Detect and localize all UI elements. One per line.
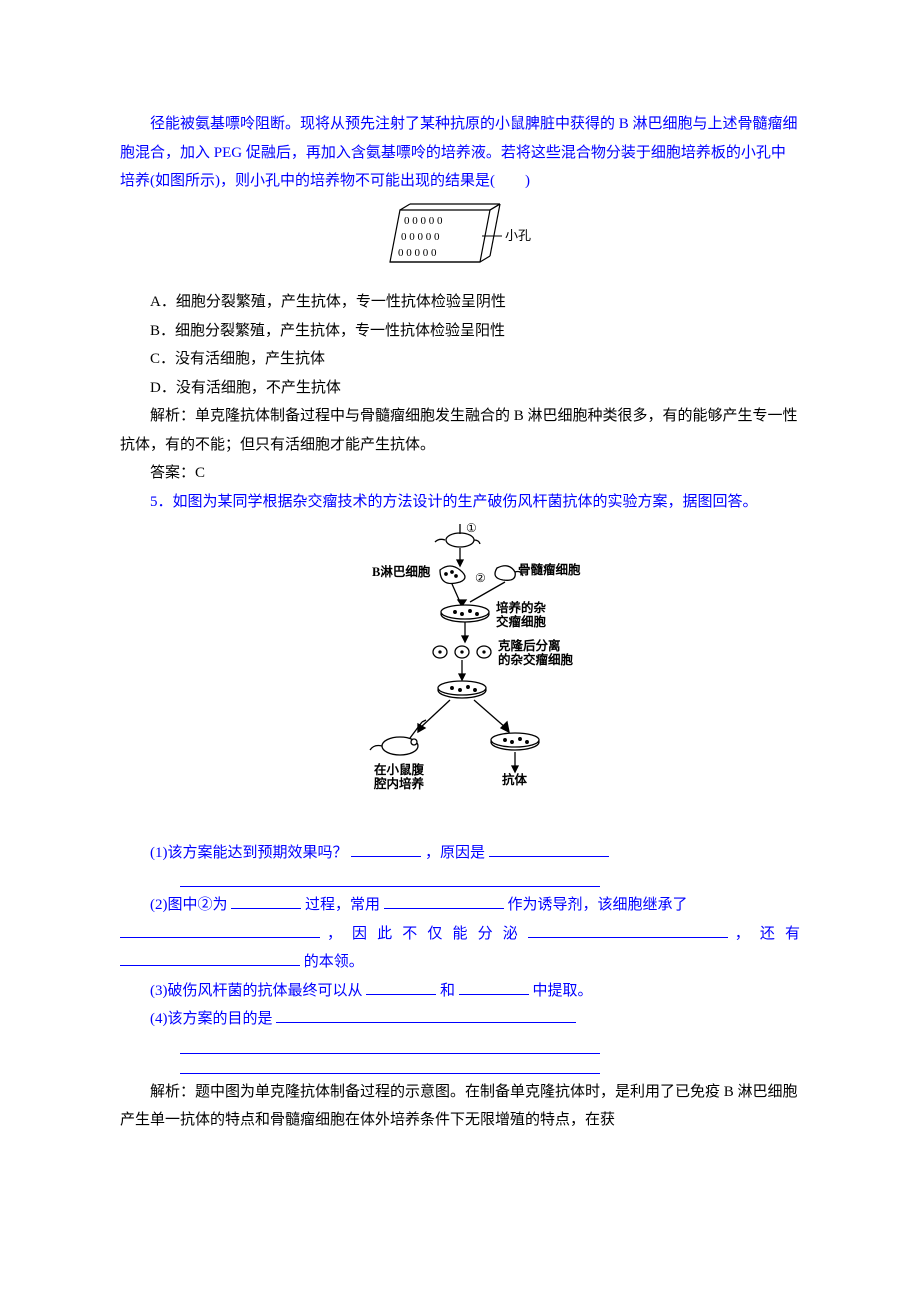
option-b: B．细胞分裂繁殖，产生抗体，专一性抗体检验呈阳性 <box>120 317 800 346</box>
svg-text:②: ② <box>475 571 486 585</box>
q5-2-line2: ， 因 此 不 仅 能 分 泌 ， 还 有 <box>120 920 800 949</box>
blank <box>351 841 421 857</box>
blank <box>276 1007 576 1023</box>
blank <box>366 979 436 995</box>
q5-1a: (1)该方案能达到预期效果吗？ <box>150 845 348 861</box>
q5-stem: 5．如图为某同学根据杂交瘤技术的方法设计的生产破伤风杆菌抗体的实验方案，据图回答… <box>120 488 800 517</box>
svg-text:的杂交瘤细胞: 的杂交瘤细胞 <box>498 652 574 667</box>
answer-4: 答案：C <box>120 459 800 488</box>
svg-text:交瘤细胞: 交瘤细胞 <box>496 614 547 629</box>
blank <box>528 922 728 938</box>
svg-text:0 0 0 0 0: 0 0 0 0 0 <box>404 215 443 227</box>
blank <box>489 841 609 857</box>
plate-svg: 0 0 0 0 0 0 0 0 0 0 0 0 0 0 0 小孔 <box>370 202 550 272</box>
underline-row <box>180 1038 600 1054</box>
flow-svg: ① ② <box>310 522 610 822</box>
option-a: A．细胞分裂繁殖，产生抗体，专一性抗体检验呈阴性 <box>120 288 800 317</box>
q5-4a: (4)该方案的目的是 <box>150 1011 273 1027</box>
svg-text:抗体: 抗体 <box>502 772 528 787</box>
svg-text:0 0 0 0 0: 0 0 0 0 0 <box>398 247 437 259</box>
q5-2c: 作为诱导剂，该细胞继承了 <box>508 897 688 913</box>
intro-paragraph: 径能被氨基嘌呤阻断。现将从预先注射了某种抗原的小鼠脾脏中获得的 B 淋巴细胞与上… <box>120 110 800 196</box>
option-c: C．没有活细胞，产生抗体 <box>120 345 800 374</box>
analysis-4: 解析：单克隆抗体制备过程中与骨髓瘤细胞发生融合的 B 淋巴细胞种类很多，有的能够… <box>120 402 800 459</box>
svg-text:B淋巴细胞: B淋巴细胞 <box>372 564 431 579</box>
q5-2-line3: 的本领。 <box>120 948 800 977</box>
svg-text:克隆后分离: 克隆后分离 <box>498 638 561 653</box>
blank <box>120 950 300 966</box>
q5-2-line1: (2)图中②为 过程，常用 作为诱导剂，该细胞继承了 <box>120 891 800 920</box>
blank <box>459 979 529 995</box>
q5-4: (4)该方案的目的是 <box>120 1005 800 1034</box>
q5-3c: 中提取。 <box>533 983 593 999</box>
option-d: D．没有活细胞，不产生抗体 <box>120 374 800 403</box>
q5-2b: 过程，常用 <box>305 897 380 913</box>
svg-text:小孔: 小孔 <box>505 228 531 243</box>
underline-row <box>180 1058 600 1074</box>
q5-3: (3)破伤风杆菌的抗体最终可以从 和 中提取。 <box>120 977 800 1006</box>
svg-text:0 0 0 0 0: 0 0 0 0 0 <box>401 231 440 243</box>
blank <box>384 893 504 909</box>
q5-3b: 和 <box>440 983 455 999</box>
underline-row <box>180 871 600 887</box>
analysis-5: 解析：题中图为单克隆抗体制备过程的示意图。在制备单克隆抗体时，是利用了已免疫 B… <box>120 1078 800 1135</box>
blank <box>231 893 301 909</box>
svg-text:在小鼠腹: 在小鼠腹 <box>374 762 425 777</box>
svg-text:培养的杂: 培养的杂 <box>496 600 547 615</box>
q5-1: (1)该方案能达到预期效果吗？ ，原因是 <box>120 839 800 868</box>
q5-2e: ， 还 有 <box>735 926 800 942</box>
q5-1b: ，原因是 <box>425 845 485 861</box>
svg-text:腔内培养: 腔内培养 <box>373 776 425 791</box>
svg-text:①: ① <box>466 522 477 535</box>
q5-2d: ， 因 此 不 仅 能 分 泌 <box>327 926 521 942</box>
svg-text:骨髓瘤细胞: 骨髓瘤细胞 <box>518 562 581 577</box>
flow-figure: ① ② <box>120 522 800 833</box>
blank <box>120 922 320 938</box>
q5-2f: 的本领。 <box>304 954 364 970</box>
plate-figure: 0 0 0 0 0 0 0 0 0 0 0 0 0 0 0 小孔 <box>120 202 800 283</box>
q5-3a: (3)破伤风杆菌的抗体最终可以从 <box>150 983 363 999</box>
q5-2a: (2)图中②为 <box>150 897 228 913</box>
page: 径能被氨基嘌呤阻断。现将从预先注射了某种抗原的小鼠脾脏中获得的 B 淋巴细胞与上… <box>0 0 920 1215</box>
